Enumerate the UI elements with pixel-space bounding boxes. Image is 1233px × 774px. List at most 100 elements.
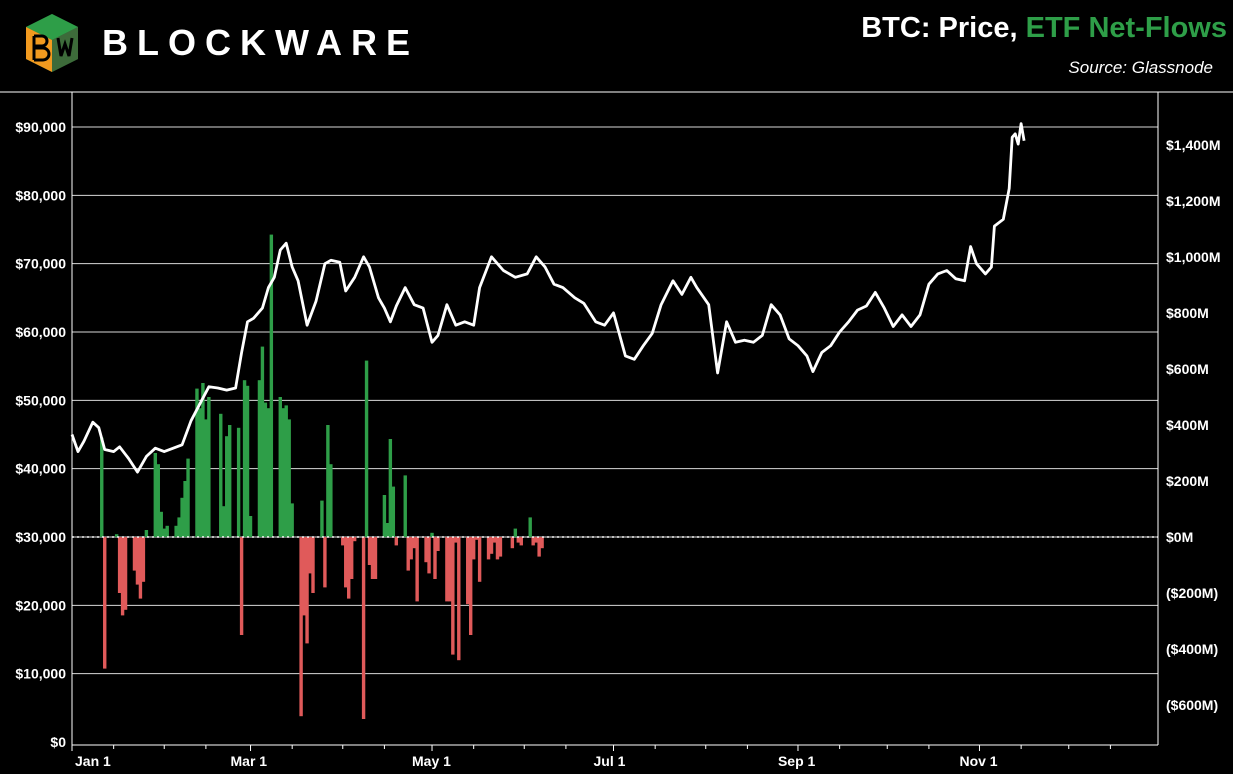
- grid-lines: [72, 127, 1158, 674]
- inflow-bar: [243, 380, 246, 537]
- outflow-bar: [424, 537, 427, 562]
- outflow-bar: [490, 537, 493, 554]
- right-axis-tick-label: $200M: [1166, 473, 1209, 489]
- inflow-bar: [365, 361, 368, 537]
- outflow-bar: [371, 537, 374, 579]
- inflow-bar: [198, 408, 201, 537]
- outflow-bar: [323, 537, 326, 587]
- outflow-bar: [368, 537, 371, 565]
- inflow-bar: [404, 475, 407, 537]
- outflow-bar: [347, 537, 350, 599]
- left-axis-ticks: $0 $10,000 $20,000 $30,000 $40,000 $50,000 $60…: [15, 119, 66, 750]
- outflow-bar: [466, 537, 469, 604]
- outflow-bar: [341, 537, 344, 545]
- outflow-bar: [531, 537, 534, 545]
- outflow-bar: [445, 537, 448, 601]
- outflow-bar: [362, 537, 365, 719]
- left-axis-tick-label: $40,000: [15, 461, 66, 477]
- outflow-bar: [487, 537, 490, 559]
- inflow-bar: [222, 506, 225, 537]
- inflow-bar: [177, 517, 180, 537]
- axes: [0, 92, 1233, 745]
- right-axis-ticks: ($600M) ($400M) ($200M) $0M $200M $400M $600M $…: [1166, 137, 1220, 713]
- outflow-bar: [142, 537, 145, 582]
- outflow-bar: [299, 537, 302, 716]
- left-axis-tick-label: $20,000: [15, 597, 66, 613]
- price-line: [72, 124, 1024, 473]
- inflow-bar: [529, 517, 532, 537]
- inflow-bar: [290, 503, 293, 537]
- inflow-bar: [219, 414, 222, 537]
- inflow-bar: [285, 405, 288, 537]
- inflow-bar: [264, 403, 267, 537]
- outflow-bar: [451, 537, 454, 655]
- left-axis-tick-label: $90,000: [15, 119, 66, 135]
- inflow-bar: [386, 523, 389, 537]
- inflow-bar: [183, 481, 186, 537]
- outflow-bar: [469, 537, 472, 635]
- outflow-bar: [139, 537, 142, 599]
- inflow-bar: [166, 526, 169, 537]
- outflow-bar: [350, 537, 353, 579]
- outflow-bar: [454, 537, 457, 543]
- left-axis-tick-label: $50,000: [15, 392, 66, 408]
- inflow-bar: [392, 487, 395, 537]
- price-line-group: [72, 124, 1024, 473]
- outflow-bar: [499, 537, 502, 557]
- outflow-bar: [409, 537, 412, 559]
- inflow-bar: [258, 380, 261, 537]
- inflow-bar: [383, 495, 386, 537]
- right-axis-tick-label: $800M: [1166, 305, 1209, 321]
- outflow-bar: [302, 537, 305, 615]
- inflow-bar: [288, 419, 291, 537]
- inflow-bar: [267, 408, 270, 537]
- inflow-bar: [163, 529, 166, 537]
- x-axis-tick-label: Mar 1: [231, 753, 268, 769]
- outflow-bar: [472, 537, 475, 559]
- outflow-bar: [478, 537, 481, 582]
- inflow-bar: [329, 464, 332, 537]
- outflow-bar: [133, 537, 136, 571]
- outflow-bar: [517, 537, 520, 543]
- inflow-bar: [237, 428, 240, 537]
- outflow-bar: [240, 537, 243, 635]
- right-axis-tick-label: $0M: [1166, 529, 1193, 545]
- inflow-bar: [279, 397, 282, 537]
- left-axis-tick-label: $70,000: [15, 256, 66, 272]
- inflow-bar: [154, 453, 157, 537]
- inflow-bar: [282, 408, 285, 537]
- inflow-bar: [100, 438, 103, 537]
- right-axis-tick-label: $400M: [1166, 417, 1209, 433]
- outflow-bar: [448, 537, 451, 601]
- x-axis-ticks: Jan 1 Mar 1 May 1 Jul 1 Sep 1 Nov 1: [72, 745, 1110, 769]
- inflow-bar: [160, 512, 163, 537]
- inflow-bar: [180, 498, 183, 537]
- outflow-bar: [124, 537, 127, 610]
- outflow-bar: [407, 537, 410, 571]
- inflow-bar: [174, 526, 177, 537]
- inflow-bar: [261, 347, 264, 537]
- right-axis-tick-label: $1,000M: [1166, 249, 1220, 265]
- inflow-bar: [326, 425, 329, 537]
- inflow-bar: [389, 439, 392, 537]
- outflow-bar: [540, 537, 543, 548]
- outflow-bar: [305, 537, 308, 643]
- outflow-bar: [311, 537, 314, 593]
- outflow-bar: [496, 537, 499, 559]
- inflow-bar: [186, 459, 189, 537]
- outflow-bar: [118, 537, 121, 593]
- outflow-bar: [493, 537, 496, 543]
- inflow-bar: [145, 530, 148, 537]
- x-axis-tick-label: Jul 1: [594, 753, 626, 769]
- outflow-bar: [427, 537, 430, 573]
- inflow-bar: [320, 501, 323, 537]
- outflow-bar: [436, 537, 439, 551]
- outflow-bar: [412, 537, 415, 548]
- inflow-bar: [249, 516, 252, 537]
- outflow-bar: [136, 537, 139, 585]
- left-axis-tick-label: $80,000: [15, 187, 66, 203]
- outflow-bar: [537, 537, 540, 557]
- outflow-bar: [534, 537, 537, 543]
- x-axis-tick-label: Sep 1: [778, 753, 816, 769]
